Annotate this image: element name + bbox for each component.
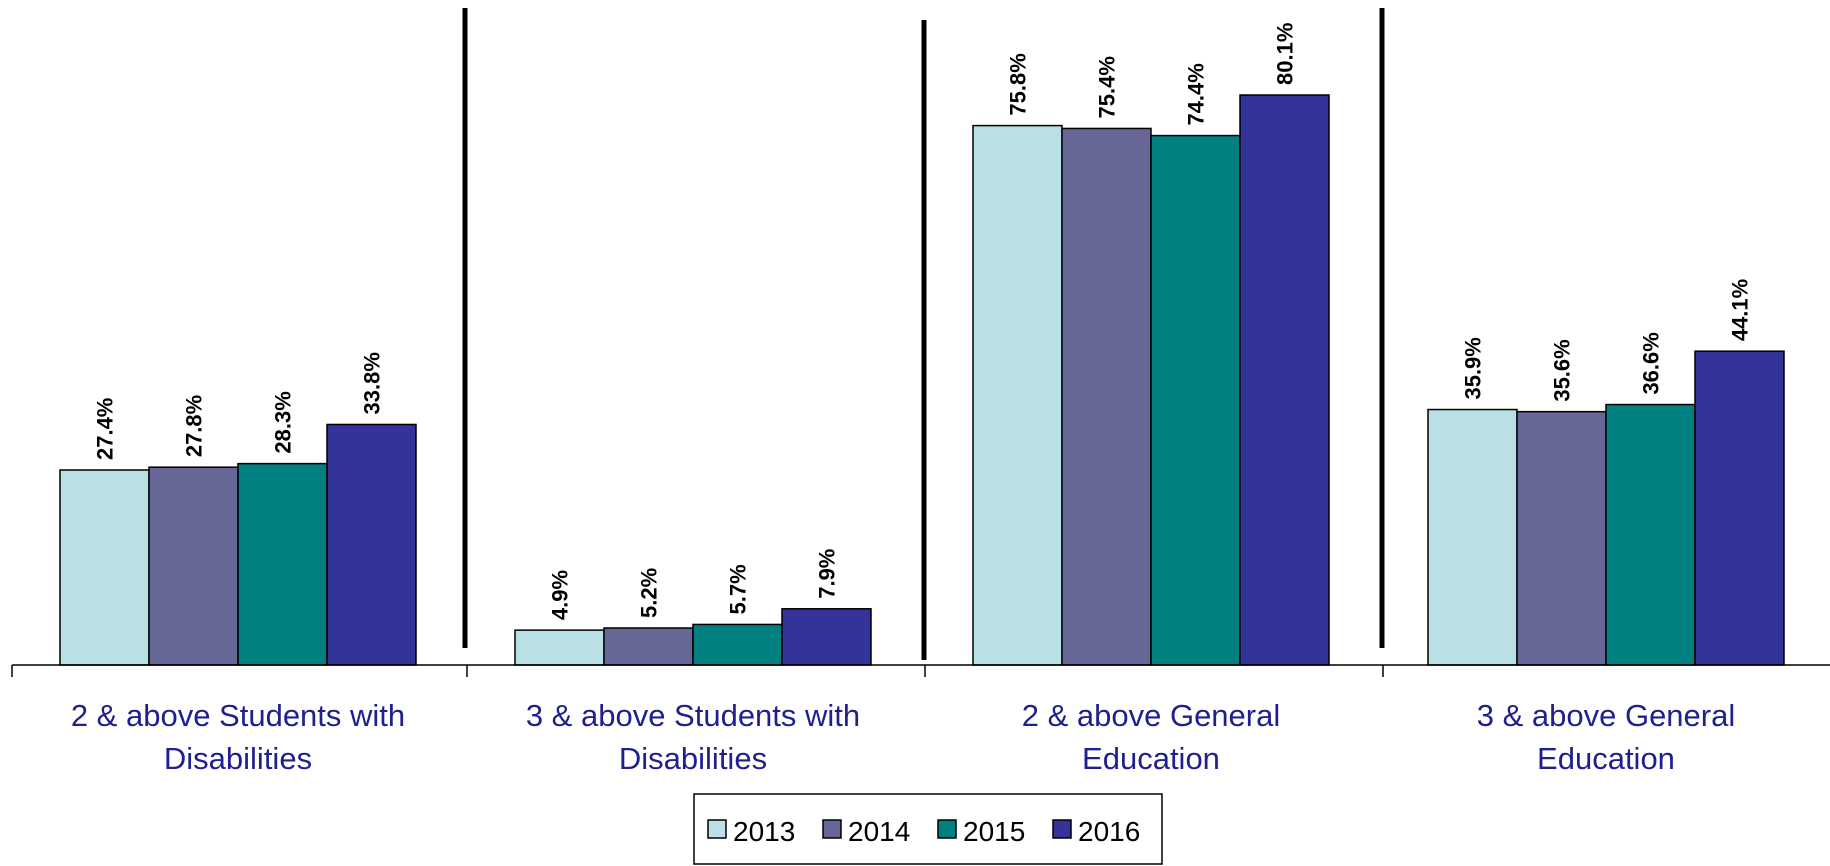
category-label-2-line-2: Disabilities: [619, 741, 767, 776]
bars-layer: [59, 94, 1785, 666]
data-label-2014-1: 27.8%: [182, 395, 207, 457]
category-label-3-line-1: 2 & above General: [1022, 698, 1281, 733]
data-label-2013-4: 35.9%: [1461, 337, 1486, 399]
legend-label-2013: 2013: [733, 816, 795, 847]
data-label-2015-3: 74.4%: [1184, 63, 1209, 125]
bar-2014-4: [1516, 410, 1607, 666]
bar-2016-2: [781, 608, 872, 666]
data-label-2014-3: 75.4%: [1095, 56, 1120, 118]
legend-label-2015: 2015: [963, 816, 1025, 847]
legend-label-2014: 2014: [848, 816, 910, 847]
x-axis-ticks: [11, 665, 1384, 677]
category-label-2-line-1: 3 & above Students with: [526, 698, 860, 733]
bar-2014-2: [603, 627, 694, 666]
group-separators: [462, 8, 1385, 660]
bar-2013-1: [59, 469, 150, 666]
legend: 2013 2014 2015 2016: [693, 793, 1163, 865]
bar-2014-1: [148, 466, 239, 666]
data-label-2016-3: 80.1%: [1273, 23, 1298, 85]
legend-swatch-2014: [822, 819, 842, 839]
data-label-2013-1: 27.4%: [93, 398, 118, 460]
data-label-2013-3: 75.8%: [1006, 53, 1031, 115]
data-label-2014-2: 5.2%: [637, 568, 662, 618]
category-label-1-line-2: Disabilities: [164, 741, 312, 776]
legend-swatch-2015: [937, 819, 957, 839]
bar-2013-4: [1427, 408, 1518, 666]
bar-2014-3: [1061, 127, 1152, 666]
bar-2013-2: [514, 629, 605, 666]
category-label-4-line-2: Education: [1537, 741, 1675, 776]
legend-swatch-2016: [1052, 819, 1072, 839]
data-label-2015-4: 36.6%: [1639, 332, 1664, 394]
data-label-2015-1: 28.3%: [271, 391, 296, 453]
category-label-4-line-1: 3 & above General: [1477, 698, 1736, 733]
category-label-1-line-1: 2 & above Students with: [71, 698, 405, 733]
data-label-2015-2: 5.7%: [726, 564, 751, 614]
bar-2015-2: [692, 623, 783, 666]
bar-2016-1: [326, 423, 417, 666]
bar-2016-3: [1239, 94, 1330, 666]
category-label-3-line-2: Education: [1082, 741, 1220, 776]
bar-2015-4: [1605, 403, 1696, 666]
legend-label-2016: 2016: [1078, 816, 1140, 847]
data-label-2016-1: 33.8%: [360, 352, 385, 414]
bar-2016-4: [1694, 350, 1785, 666]
category-labels-layer: 2 & above Students with Disabilities 3 & a…: [71, 698, 1735, 776]
data-label-2013-2: 4.9%: [548, 570, 573, 620]
data-labels-layer: 27.4% 4.9% 75.8% 35.9% 27.8% 5.2% 75.4% 35.6% 28…: [93, 23, 1753, 621]
legend-swatch-2013: [707, 819, 727, 839]
bar-2013-3: [972, 124, 1063, 666]
data-label-2014-4: 35.6%: [1550, 339, 1575, 401]
bar-2015-1: [237, 462, 328, 666]
bar-2015-3: [1150, 134, 1241, 666]
data-label-2016-4: 44.1%: [1728, 279, 1753, 341]
data-label-2016-2: 7.9%: [815, 549, 840, 599]
legend-box: [693, 793, 1163, 865]
